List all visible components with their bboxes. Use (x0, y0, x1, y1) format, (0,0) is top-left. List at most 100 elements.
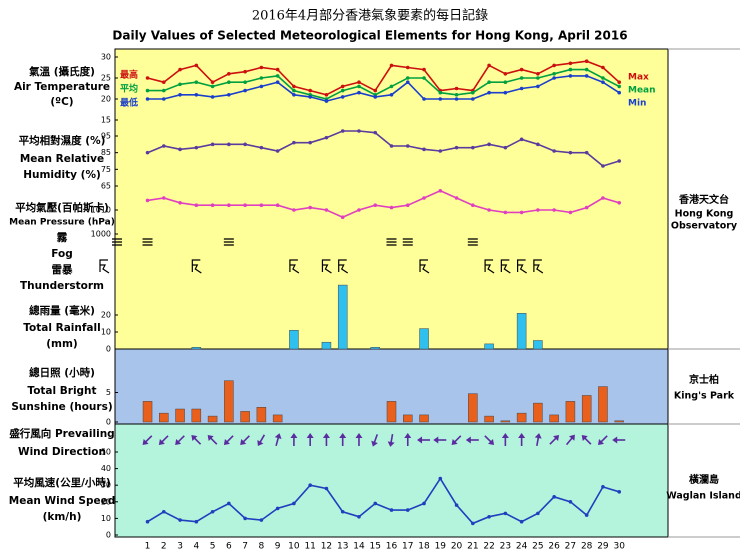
point (259, 76, 264, 80)
point (536, 72, 540, 76)
point (422, 97, 426, 101)
bar (565, 401, 576, 423)
point (454, 503, 459, 507)
point (194, 80, 199, 84)
arrow-head (501, 433, 509, 438)
thunder-symbol (338, 259, 349, 274)
point (422, 76, 426, 80)
point (454, 145, 459, 150)
panel-label: Sunshine (hours) (11, 401, 112, 413)
point (519, 137, 524, 142)
point (405, 508, 410, 512)
point (340, 509, 345, 514)
point (568, 67, 573, 72)
point (552, 495, 556, 499)
wind-arrow (484, 435, 495, 445)
point (601, 65, 605, 70)
y-tick-label: 1000 (91, 230, 111, 239)
legend-label: Max (628, 73, 649, 83)
point (552, 76, 556, 80)
y-tick-label: 30 (101, 481, 111, 490)
x-tick-label: 20 (451, 542, 463, 552)
wind-arrow (240, 435, 250, 445)
y-tick-label: 1010 (91, 206, 111, 215)
station-label: Waglan Island (666, 491, 740, 502)
point (275, 80, 280, 84)
point (243, 203, 247, 207)
point (454, 97, 459, 101)
series-line (147, 60, 620, 96)
point (503, 90, 508, 95)
point (471, 521, 475, 526)
point (617, 159, 622, 163)
thunder-symbol (419, 259, 430, 274)
frame (114, 48, 669, 538)
x-tick-label: 2 (161, 542, 167, 552)
point (487, 208, 491, 212)
point (161, 509, 166, 514)
y-tick-label: 65 (101, 182, 111, 191)
thunder-stroke (533, 259, 544, 274)
point (178, 82, 182, 87)
point (194, 519, 199, 524)
fog-symbol (223, 238, 234, 246)
fog-symbol (386, 238, 397, 246)
point (471, 145, 475, 150)
point (178, 518, 182, 522)
wind-arrow (290, 433, 298, 446)
arrow-head (290, 433, 298, 438)
point (308, 205, 312, 210)
arrow-head (387, 441, 395, 447)
legend-label: 最低 (120, 97, 138, 109)
point (178, 67, 182, 72)
arrow-head (371, 440, 378, 447)
thunder-stroke (191, 259, 202, 274)
arrow-head (612, 436, 618, 444)
x-tick-label: 21 (467, 542, 478, 552)
bar (403, 414, 413, 423)
y-tick-label: 20 (101, 95, 111, 104)
arrow-head (404, 433, 412, 438)
wind-arrow (581, 435, 592, 445)
point (568, 61, 573, 66)
point (389, 63, 394, 68)
point (357, 129, 361, 133)
chart-title: 2016年4月部分香港氣象要素的每日記錄 (252, 8, 488, 24)
bar (386, 401, 397, 423)
panel-label: 盛行風向 Prevailing (9, 427, 114, 440)
arrow-head (158, 438, 165, 445)
wind-arrow (565, 434, 575, 446)
point (324, 99, 329, 103)
point (357, 90, 361, 95)
point (275, 74, 280, 78)
point (584, 205, 589, 210)
point (324, 208, 329, 212)
point (145, 97, 150, 101)
point (584, 150, 589, 155)
thunder-stroke (500, 259, 511, 274)
point (617, 201, 622, 205)
point (357, 80, 361, 84)
point (471, 203, 475, 207)
wind-arrow (501, 433, 509, 446)
point (275, 203, 280, 207)
point (438, 90, 443, 95)
point (536, 84, 540, 89)
thunder-symbol (500, 259, 511, 274)
point (584, 74, 589, 78)
point (422, 67, 426, 72)
y-tick-label: 0 (106, 531, 111, 540)
point (503, 210, 508, 215)
point (536, 142, 540, 147)
fog-symbol (402, 238, 413, 246)
point (405, 203, 410, 207)
wind-arrow (339, 433, 347, 446)
point (405, 144, 410, 148)
legend-label: 最高 (120, 69, 138, 81)
point (292, 501, 296, 506)
series-line (147, 68, 620, 100)
point (210, 203, 215, 207)
point (145, 88, 150, 93)
wind-arrow (257, 434, 266, 447)
y-tick-label: 0 (106, 345, 111, 354)
